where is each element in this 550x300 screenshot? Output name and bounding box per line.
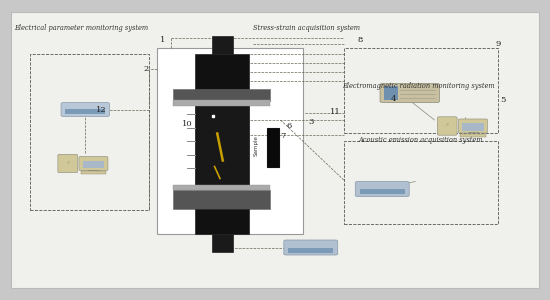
FancyBboxPatch shape bbox=[79, 157, 108, 170]
Text: Electrical parameter monitoring system: Electrical parameter monitoring system bbox=[14, 25, 149, 32]
Text: 5: 5 bbox=[500, 97, 506, 104]
Text: Acoustic emission acquisition system: Acoustic emission acquisition system bbox=[359, 136, 483, 143]
Text: 3: 3 bbox=[308, 118, 314, 125]
Bar bbox=[173, 190, 270, 208]
FancyBboxPatch shape bbox=[58, 154, 78, 173]
Bar bbox=[65, 110, 105, 114]
Text: 11: 11 bbox=[330, 109, 341, 116]
Bar bbox=[360, 189, 405, 194]
Bar bbox=[82, 161, 104, 168]
Text: 8: 8 bbox=[358, 37, 363, 44]
FancyBboxPatch shape bbox=[380, 83, 439, 103]
Bar bbox=[384, 86, 398, 100]
Text: 4: 4 bbox=[390, 95, 396, 103]
Bar bbox=[157, 48, 302, 234]
Bar bbox=[212, 234, 233, 252]
Text: 6: 6 bbox=[286, 122, 292, 130]
FancyBboxPatch shape bbox=[61, 103, 109, 116]
Bar bbox=[195, 54, 249, 90]
Bar bbox=[80, 171, 106, 174]
Text: 12: 12 bbox=[96, 106, 107, 113]
Bar bbox=[173, 89, 270, 100]
Bar bbox=[267, 128, 279, 167]
Text: 2: 2 bbox=[143, 65, 148, 73]
FancyBboxPatch shape bbox=[284, 240, 338, 255]
FancyBboxPatch shape bbox=[355, 182, 409, 196]
Text: 1: 1 bbox=[160, 37, 165, 44]
Bar bbox=[173, 100, 270, 106]
Bar bbox=[195, 208, 249, 234]
Bar bbox=[462, 123, 483, 130]
Bar bbox=[30, 54, 148, 210]
Text: 9: 9 bbox=[495, 40, 500, 47]
Bar bbox=[288, 248, 333, 253]
Bar bbox=[195, 106, 249, 184]
Bar bbox=[344, 48, 498, 134]
Text: 10: 10 bbox=[182, 121, 192, 128]
Text: Electromagnetic radiation monitoring system: Electromagnetic radiation monitoring sys… bbox=[342, 82, 494, 89]
Bar bbox=[173, 184, 270, 190]
Bar bbox=[212, 36, 233, 54]
Bar bbox=[344, 141, 498, 224]
FancyBboxPatch shape bbox=[459, 119, 487, 133]
Bar bbox=[460, 134, 486, 136]
FancyBboxPatch shape bbox=[437, 117, 457, 135]
Text: 7: 7 bbox=[280, 133, 286, 140]
Text: Sample: Sample bbox=[254, 135, 259, 156]
Text: Stress-strain acquisition system: Stress-strain acquisition system bbox=[254, 25, 360, 32]
